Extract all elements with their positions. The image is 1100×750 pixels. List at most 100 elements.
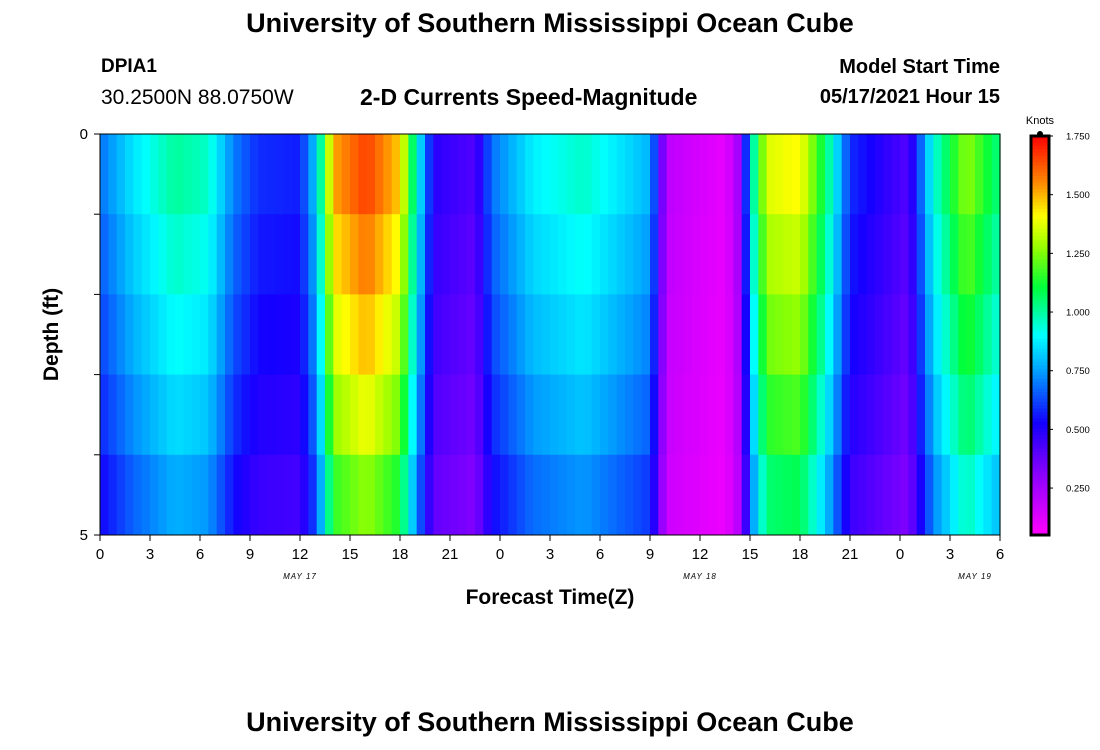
heatmap-cell <box>991 374 1001 456</box>
heatmap-cell <box>800 294 809 375</box>
heatmap-cell <box>408 294 418 375</box>
colorbar-swatch <box>1031 385 1049 390</box>
heatmap-cell <box>500 374 509 456</box>
heatmap-cell <box>358 294 368 375</box>
heatmap-cell <box>500 134 509 215</box>
heatmap-cell <box>316 374 326 456</box>
heatmap-cell <box>591 294 601 375</box>
heatmap-cell <box>133 454 143 536</box>
heatmap-cell <box>741 374 751 456</box>
heatmap-cell <box>200 214 209 295</box>
heatmap-cell <box>400 214 409 295</box>
heatmap-cell <box>650 134 659 215</box>
heatmap-cell <box>583 294 593 375</box>
heatmap-cell <box>325 214 334 295</box>
heatmap-cell <box>641 294 651 375</box>
heatmap-cell <box>991 214 1001 295</box>
heatmap-cell <box>383 294 393 375</box>
heatmap-cell <box>100 294 109 375</box>
heatmap-cell <box>700 134 709 215</box>
heatmap-cell <box>691 374 701 456</box>
heatmap-cell <box>658 454 668 536</box>
heatmap-cell <box>408 134 418 215</box>
heatmap-cell <box>916 454 926 536</box>
model-start-label: Model Start Time <box>839 56 1000 78</box>
heatmap-cell <box>716 294 726 375</box>
colorbar-swatch <box>1031 388 1049 393</box>
model-start-value: 05/17/2021 Hour 15 <box>819 86 1000 108</box>
heatmap-cell <box>650 214 659 295</box>
colorbar-swatch <box>1031 305 1049 310</box>
colorbar-swatch <box>1031 195 1049 200</box>
heatmap-cell <box>133 134 143 215</box>
heatmap-cell <box>216 294 226 375</box>
heatmap-cell <box>225 294 234 375</box>
heatmap-cell <box>266 374 276 456</box>
colorbar-swatch <box>1031 481 1049 486</box>
heatmap-cell <box>791 374 801 456</box>
colorbar-swatch <box>1031 325 1049 330</box>
heatmap-cell <box>941 454 951 536</box>
heatmap-cell <box>408 374 418 456</box>
heatmap-cell <box>658 134 668 215</box>
heatmap-cell <box>283 294 293 375</box>
heatmap-cell <box>100 374 109 456</box>
station-id: DPIA1 <box>101 56 157 77</box>
heatmap-cell <box>275 454 284 536</box>
heatmap-cell <box>216 214 226 295</box>
colorbar-swatch <box>1031 272 1049 277</box>
heatmap-cell <box>391 454 401 536</box>
heatmap-cell <box>866 294 876 375</box>
heatmap-cell <box>350 214 359 295</box>
heatmap-cell <box>991 454 1001 536</box>
x-tick-label: 3 <box>546 546 554 563</box>
heatmap-cell <box>541 454 551 536</box>
heatmap-cell <box>608 134 618 215</box>
heatmap-cell <box>808 134 818 215</box>
colorbar-swatch <box>1031 249 1049 253</box>
heatmap-cell <box>466 374 476 456</box>
colorbar-swatch <box>1031 455 1049 460</box>
heatmap-cell <box>850 214 859 295</box>
colorbar-swatch <box>1031 338 1049 343</box>
heatmap-cell <box>733 294 743 375</box>
colorbar-swatch <box>1031 495 1049 499</box>
colorbar-unit-label: Knots <box>1026 115 1055 127</box>
date-label: MAY 18 <box>683 572 717 581</box>
heatmap-cell <box>758 134 768 215</box>
colorbar-swatch <box>1031 239 1049 243</box>
heatmap-cell <box>941 374 951 456</box>
heatmap-cell <box>483 134 493 215</box>
heatmap-cell <box>108 374 118 456</box>
heatmap-cell <box>933 214 943 295</box>
heatmap-cell <box>708 294 718 375</box>
heatmap-cell <box>283 454 293 536</box>
heatmap-cell <box>233 294 243 375</box>
colorbar-tick-label: 1.750 <box>1066 132 1090 143</box>
heatmap-cell <box>433 214 443 295</box>
heatmap-cell <box>466 294 476 375</box>
y-tick-label: 0 <box>80 126 88 143</box>
heatmap-cell <box>566 374 576 456</box>
colorbar-swatch <box>1031 342 1049 346</box>
heatmap-cell <box>450 214 459 295</box>
heatmap-cell <box>208 374 218 456</box>
heatmap-cell <box>858 214 868 295</box>
heatmap-cell <box>358 454 368 536</box>
heatmap-cell <box>841 374 851 456</box>
heatmap-cell <box>816 294 826 375</box>
heatmap-cell <box>516 134 526 215</box>
colorbar-swatch <box>1031 142 1049 147</box>
colorbar-swatch <box>1031 485 1049 489</box>
colorbar-swatch <box>1031 288 1049 293</box>
heatmap-cell <box>141 454 151 536</box>
heatmap-cell <box>541 294 551 375</box>
colorbar-top-marker <box>1037 131 1043 137</box>
heatmap-cell <box>433 294 443 375</box>
heatmap-cell <box>983 294 993 375</box>
heatmap-cell <box>933 134 943 215</box>
heatmap-cell <box>508 214 518 295</box>
heatmap-cell <box>741 214 751 295</box>
heatmap-cell <box>383 214 393 295</box>
heatmap-cell <box>241 214 251 295</box>
